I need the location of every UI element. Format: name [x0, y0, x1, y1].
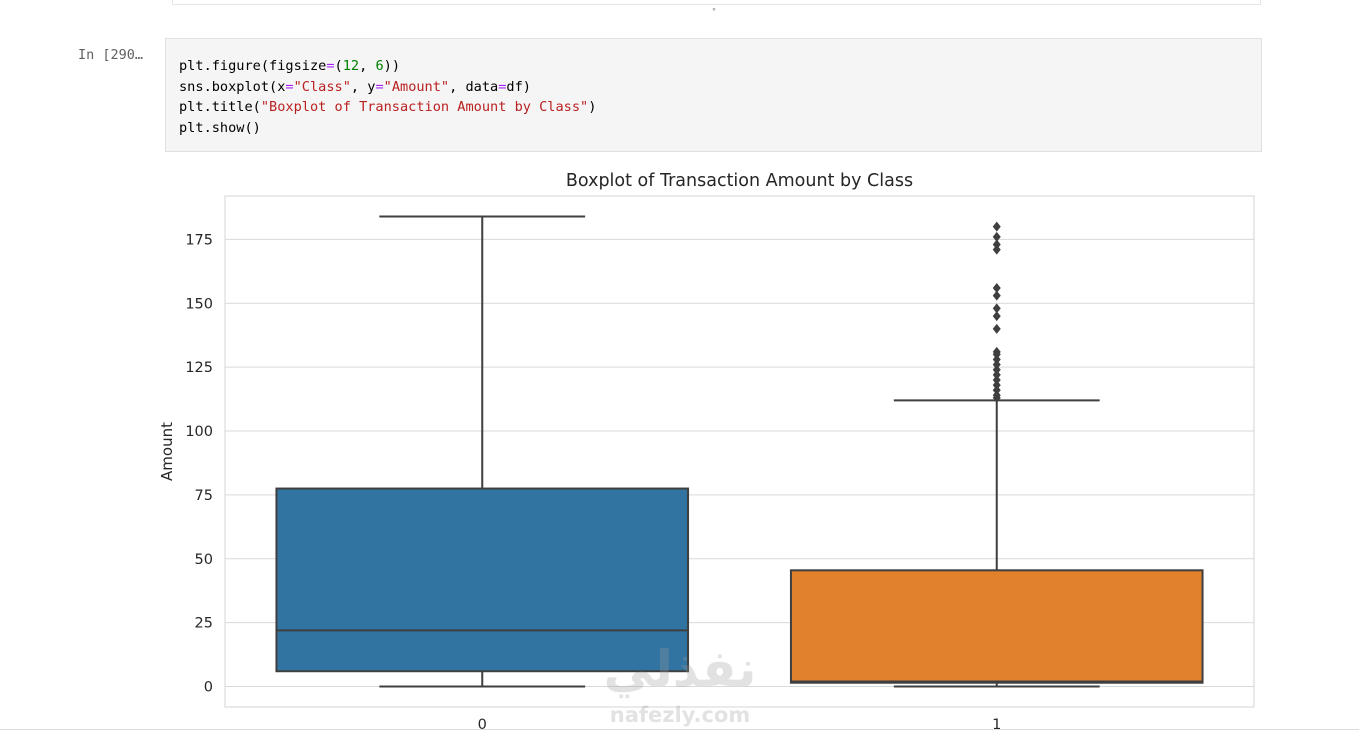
outlier-point	[992, 221, 1001, 232]
box-group-0	[275, 215, 690, 688]
code-token: =	[498, 78, 507, 95]
output-marker: °	[712, 7, 716, 16]
code-token: =	[285, 78, 294, 95]
cell-prompt: In [290…	[78, 47, 144, 63]
code-token: df)	[506, 78, 531, 95]
y-tick-label: 150	[185, 296, 213, 312]
outlier-point	[992, 380, 1001, 391]
watermark-arabic: نفذلي	[603, 640, 756, 698]
code-token: .figure(figsize	[203, 58, 327, 74]
chart-title: Boxplot of Transaction Amount by Class	[566, 171, 913, 191]
plot-frame	[224, 195, 1255, 708]
code-token: .show()	[203, 119, 261, 136]
y-tick-label: 75	[195, 488, 213, 504]
code-token: sns	[179, 78, 204, 95]
code-token: 12	[342, 58, 360, 74]
code-token: plt	[179, 119, 204, 136]
outlier-point	[992, 290, 1001, 301]
code-token: plt	[179, 99, 204, 116]
y-tick-label: 0	[204, 680, 213, 696]
code-token: , y	[350, 78, 376, 95]
outlier-point	[992, 282, 1001, 293]
x-tick-label: 1	[992, 717, 1001, 730]
box-body	[789, 569, 1204, 684]
outlier-point	[992, 239, 1001, 250]
code-token: "Amount"	[383, 78, 450, 95]
outlier-point	[992, 303, 1001, 314]
code-token: ))	[383, 58, 401, 74]
previous-output-border	[172, 0, 1261, 5]
box-body	[275, 487, 690, 673]
code-editor[interactable]: plt.figure(figsize=(12, 6)) sns.boxplot(…	[166, 39, 1261, 138]
code-token: =	[375, 78, 384, 95]
box-group-1	[789, 221, 1204, 688]
code-token: , data	[449, 78, 499, 95]
code-token: "Boxplot of Transaction Amount by Class"	[260, 99, 589, 116]
code-token: .title(	[203, 99, 261, 116]
outlier-point	[992, 244, 1001, 255]
code-token: plt	[179, 58, 204, 74]
outlier-point	[992, 354, 1001, 365]
watermark-latin: nafezly.com	[610, 703, 750, 727]
y-tick-label: 100	[185, 424, 213, 440]
code-cell[interactable]: plt.figure(figsize=(12, 6)) sns.boxplot(…	[165, 38, 1262, 152]
y-tick-label: 50	[195, 552, 213, 568]
y-tick-label: 175	[185, 232, 213, 248]
outlier-point	[992, 359, 1001, 370]
outlier-point	[992, 364, 1001, 375]
code-token: =	[326, 58, 335, 74]
outlier-point	[992, 323, 1001, 334]
boxes	[275, 215, 1204, 688]
watermark: نفذلي nafezly.com	[603, 640, 756, 727]
y-tick-label: 125	[185, 360, 213, 376]
y-axis-label: Amount	[158, 422, 176, 481]
outlier-point	[992, 385, 1001, 396]
y-tick-label: 25	[195, 616, 213, 632]
code-token: ,	[359, 58, 376, 74]
outlier-point	[992, 231, 1001, 242]
code-token: .boxplot(x	[203, 78, 286, 95]
code-token: (	[334, 58, 343, 74]
outlier-point	[992, 390, 1001, 401]
outlier-point	[992, 346, 1001, 357]
x-tick-label: 0	[478, 717, 487, 730]
code-token: 6	[375, 58, 384, 74]
y-tick-labels: 0 25 50 75 100 125 150 175	[185, 232, 213, 695]
outlier-point	[992, 311, 1001, 322]
code-token: )	[588, 99, 597, 116]
outlier-point	[992, 374, 1001, 385]
outlier-point	[992, 369, 1001, 380]
code-token: "Class"	[293, 78, 351, 95]
